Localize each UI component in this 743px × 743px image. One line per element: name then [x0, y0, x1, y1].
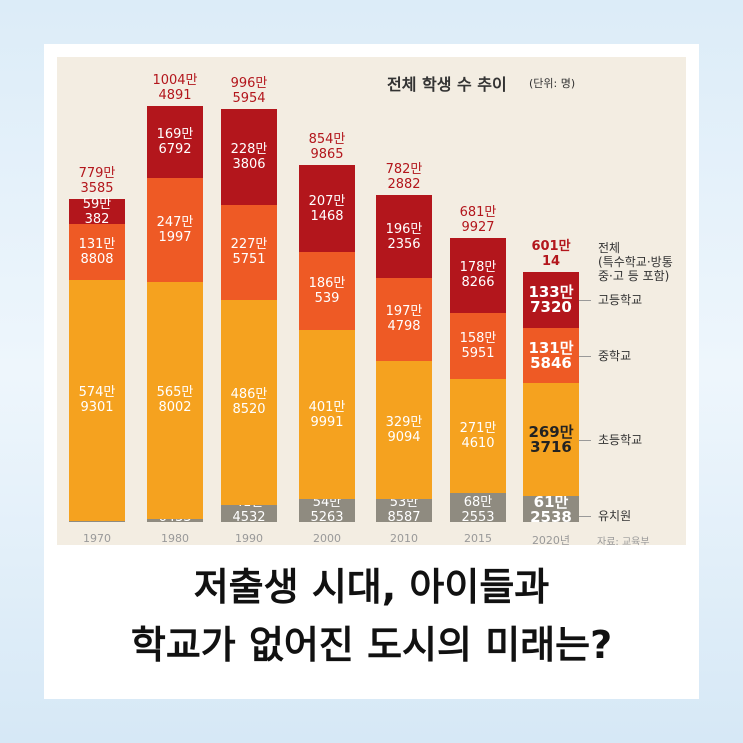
legend-label: 중학교: [598, 348, 632, 363]
value-label: 329만 9094: [385, 415, 423, 446]
bar-segment: [450, 379, 506, 494]
x-tick-label: 2015: [464, 532, 492, 545]
caption-box: 저출생 시대, 아이들과 학교가 없어진 도시의 미래는?: [57, 548, 686, 688]
value-label: 178만 8266: [459, 260, 497, 291]
value-label: 131만 5846: [528, 338, 574, 372]
bar-segment: [523, 496, 579, 522]
value-label: 486만 8520: [230, 387, 268, 418]
bar-segment: [147, 177, 203, 282]
bar-segment: [147, 281, 203, 520]
value-label: 169만 6792: [156, 127, 194, 158]
bar-segment: [299, 330, 355, 500]
value-label: 565만 8002: [156, 385, 194, 416]
bar-segment: [450, 312, 506, 380]
total-label: 782만 2882: [385, 162, 423, 193]
legend-line: [579, 439, 591, 441]
bar-segment: [523, 271, 579, 328]
value-label: 269만 3716: [528, 422, 574, 456]
legend-label: 유치원: [598, 509, 632, 523]
bar-segment: [376, 195, 432, 278]
legend-label: 고등학교: [598, 292, 643, 307]
total-label: 601만 14: [531, 238, 571, 269]
value-label: 186만 539: [308, 276, 346, 307]
bar-segment: [523, 327, 579, 384]
bar-segment: [376, 277, 432, 361]
bar-segment: [450, 237, 506, 313]
value-label: 196만 2356: [385, 221, 423, 252]
value-label: 61만 2538: [530, 493, 572, 526]
legend-line: [579, 516, 591, 517]
value-label: 228만 3806: [230, 141, 268, 172]
bar-segment: [69, 199, 125, 225]
x-tick-label: 2010: [390, 532, 418, 545]
x-tick-label: 1970: [83, 532, 111, 545]
value-label: 68만 2553: [461, 495, 495, 525]
bar-segment: [299, 252, 355, 331]
bar-segment: [523, 383, 579, 497]
value-label: 401만 9991: [308, 399, 346, 430]
total-label: 1004만 4891: [152, 73, 198, 104]
bar-segment: [450, 493, 506, 522]
legend-line: [579, 355, 591, 357]
value-label: 271만 4610: [459, 421, 497, 452]
legend-label: 초등학교: [598, 432, 643, 447]
chart-title: 전체 학생 수 추이: [387, 75, 507, 94]
value-label: 158만 5951: [459, 331, 497, 361]
bar-segment: [147, 106, 203, 178]
value-label: 197만 4798: [385, 304, 423, 335]
value-label: 54만 5263: [310, 495, 344, 525]
bar-segment: [221, 300, 277, 505]
bar-segment: [69, 224, 125, 280]
bar-segment: [376, 499, 432, 522]
bar-segment: [147, 519, 203, 522]
total-marker: [523, 271, 579, 273]
value-label: 247만 1997: [156, 214, 194, 245]
total-label: 996만 5954: [230, 75, 268, 106]
x-tick-label: 1980: [161, 532, 189, 545]
bar-segment: [69, 521, 125, 522]
x-tick-label: 1990: [235, 532, 263, 545]
value-label: 131만 8808: [78, 236, 116, 267]
bar-segment: [221, 504, 277, 522]
bar-segment: [221, 204, 277, 301]
source: 자료: 교육부: [597, 537, 650, 545]
bar-segment: [299, 165, 355, 253]
legend-label: 전체 (특수학교·방통 중·고 등 포함): [598, 241, 673, 283]
value-label: 574만 9301: [78, 385, 116, 416]
total-label: 854만 9865: [308, 132, 346, 163]
bar-segment: [299, 499, 355, 522]
bar-segment: [69, 279, 125, 522]
x-tick-label: 2000: [313, 532, 341, 545]
value-label: 53만 8587: [387, 495, 421, 525]
value-label: 133만 7320: [528, 282, 574, 316]
total-label: 779만 3585: [78, 166, 116, 197]
bar-segment: [376, 360, 432, 500]
value-label: 227만 5751: [230, 237, 268, 268]
bar-segment: [221, 108, 277, 205]
value-label: 59만 382: [82, 196, 112, 227]
value-label: 207만 1468: [308, 193, 346, 224]
caption-line: 학교가 없어진 도시의 미래는?: [130, 623, 613, 667]
chart-subtitle: (단위: 명): [529, 77, 576, 90]
chart-panel: 전체 학생 수 추이 (단위: 명) 자료: 교육부 2만 2271574만 9…: [57, 57, 686, 545]
legend-line: [579, 299, 591, 301]
caption-line: 저출생 시대, 아이들과: [193, 565, 550, 609]
total-label: 681만 9927: [459, 204, 497, 235]
x-tick-label: 2020년: [531, 534, 571, 545]
